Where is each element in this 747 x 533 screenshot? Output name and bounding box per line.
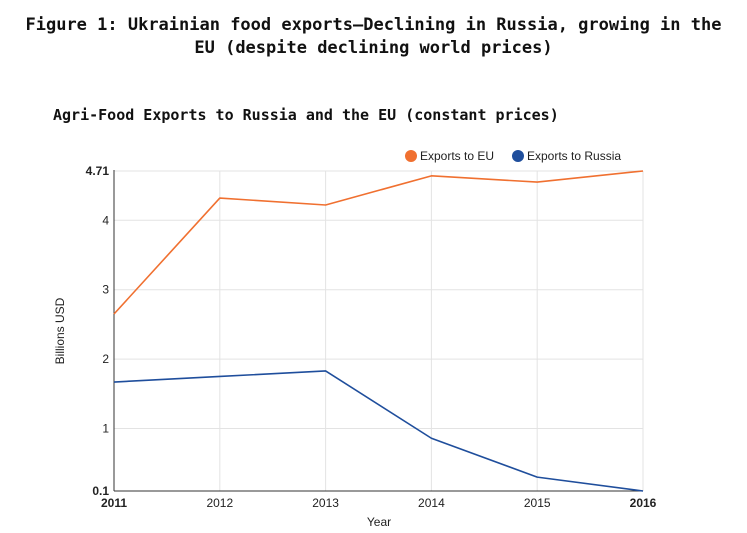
gridlines xyxy=(114,170,644,491)
x-tick-label: 2016 xyxy=(630,496,657,510)
figure-title: Figure 1: Ukrainian food exports—Declini… xyxy=(0,14,747,60)
x-axis-label: Year xyxy=(367,515,391,529)
y-tick-label: 4.71 xyxy=(86,164,110,178)
y-axis-label: Billions USD xyxy=(53,297,67,364)
x-tick-label: 2013 xyxy=(312,496,339,510)
y-tick-label: 3 xyxy=(102,283,109,297)
x-tick-label: 2015 xyxy=(524,496,551,510)
axes xyxy=(113,170,643,492)
x-tick-label: 2014 xyxy=(418,496,445,510)
y-tick-label: 2 xyxy=(102,352,109,366)
y-tick-label: 4 xyxy=(102,213,109,227)
x-tick-label: 2012 xyxy=(206,496,233,510)
legend-label-exports-to-eu: Exports to EU xyxy=(420,149,494,163)
y-tick-label: 1 xyxy=(102,422,109,436)
figure-title-line-1: Figure 1: Ukrainian food exports—Declini… xyxy=(25,15,722,35)
x-tick-label: 2011 xyxy=(101,496,127,510)
y-tick-label: 0.1 xyxy=(92,484,109,498)
legend: Exports to EU Exports to Russia xyxy=(405,149,621,163)
legend-marker-exports-to-eu xyxy=(405,150,417,162)
series-line-exports-to-eu xyxy=(113,170,644,315)
figure-title-line-2: EU (despite declining world prices) xyxy=(194,38,553,58)
tick-labels: 0.1 1 2 3 4 4.71 2011 2012 2013 2014 2015 2016 xyxy=(86,164,657,510)
legend-marker-exports-to-russia xyxy=(512,150,524,162)
legend-label-exports-to-russia: Exports to Russia xyxy=(527,149,621,163)
chart-title: Agri-Food Exports to Russia and the EU (… xyxy=(53,106,559,124)
series-line-exports-to-russia xyxy=(113,370,644,492)
series-lines xyxy=(113,170,644,492)
